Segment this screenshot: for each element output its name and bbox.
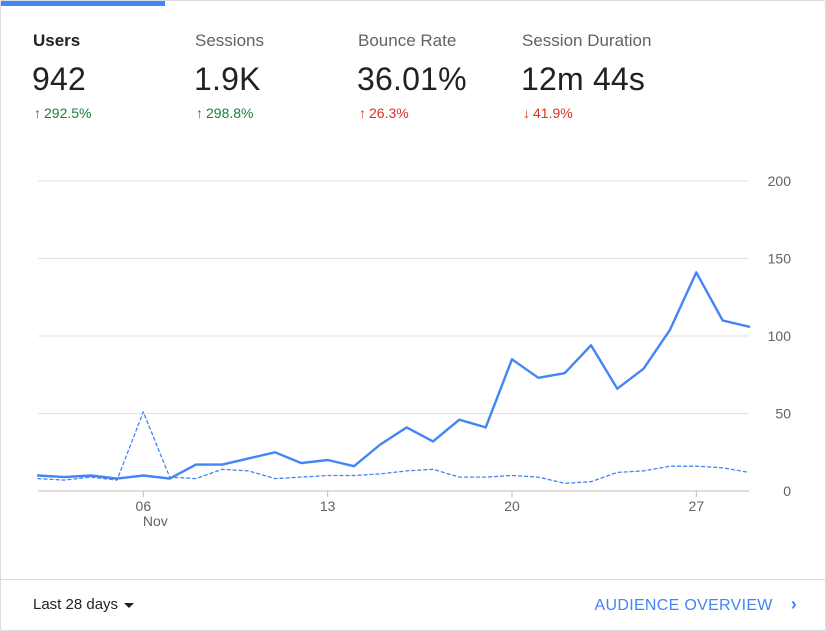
arrow-up-icon: ↑ [196,105,203,121]
y-tick-label: 50 [775,406,791,422]
change-value: 298.8% [206,105,254,121]
metric-value: 12m 44s [521,61,646,97]
y-tick-label: 100 [768,328,792,344]
arrow-down-icon: ↓ [523,105,530,121]
metric-change: ↑ 298.8% [196,105,253,121]
metric-change: ↓ 41.9% [523,105,573,121]
audience-overview-link[interactable]: AUDIENCE OVERVIEW › [595,594,797,615]
change-value: 41.9% [533,105,573,121]
arrow-up-icon: ↑ [34,105,41,121]
x-tick-label: 27 [689,498,705,514]
y-tick-label: 200 [768,173,792,189]
tab-label: Users [33,31,81,50]
active-tab-indicator [1,1,165,6]
x-tick-label: 20 [504,498,520,514]
tab-label: Bounce Rate [358,31,457,50]
metric-change: ↑ 26.3% [359,105,409,121]
chevron-right-icon: › [790,594,797,614]
metric-change: ↑ 292.5% [34,105,91,121]
line-chart: 0 50 100 150 200 06 Nov 13 20 27 [1,161,825,561]
metric-value: 942 [32,61,86,97]
tab-sessions[interactable]: Sessions 1.9K ↑ 298.8% [163,1,327,131]
y-tick-label: 150 [768,251,792,267]
change-value: 26.3% [369,105,409,121]
metric-value: 1.9K [194,61,261,97]
arrow-up-icon: ↑ [359,105,366,121]
previous-period-line [37,411,750,484]
metric-value: 36.01% [357,61,467,97]
tab-label: Sessions [195,31,264,50]
x-tick-label: 13 [320,498,336,514]
tab-session-duration[interactable]: Session Duration 12m 44s ↓ 41.9% [490,1,654,131]
date-range-dropdown[interactable]: Last 28 days [33,596,135,613]
tab-label: Session Duration [522,31,652,50]
caret-down-icon [124,602,135,608]
metric-tabs: Users 942 ↑ 292.5% Sessions 1.9K ↑ 298.8% … [1,1,825,131]
x-tick-label: 06 [136,498,152,514]
date-range-label: Last 28 days [33,596,119,613]
x-tick-sublabel: Nov [143,513,168,529]
tab-users[interactable]: Users 942 ↑ 292.5% [1,1,165,131]
change-value: 292.5% [44,105,92,121]
card-footer: Last 28 days AUDIENCE OVERVIEW › [1,579,825,631]
y-tick-label: 0 [783,483,791,499]
audience-overview-label: AUDIENCE OVERVIEW [594,597,773,614]
tab-bounce-rate[interactable]: Bounce Rate 36.01% ↑ 26.3% [326,1,490,131]
current-period-line [36,271,751,480]
